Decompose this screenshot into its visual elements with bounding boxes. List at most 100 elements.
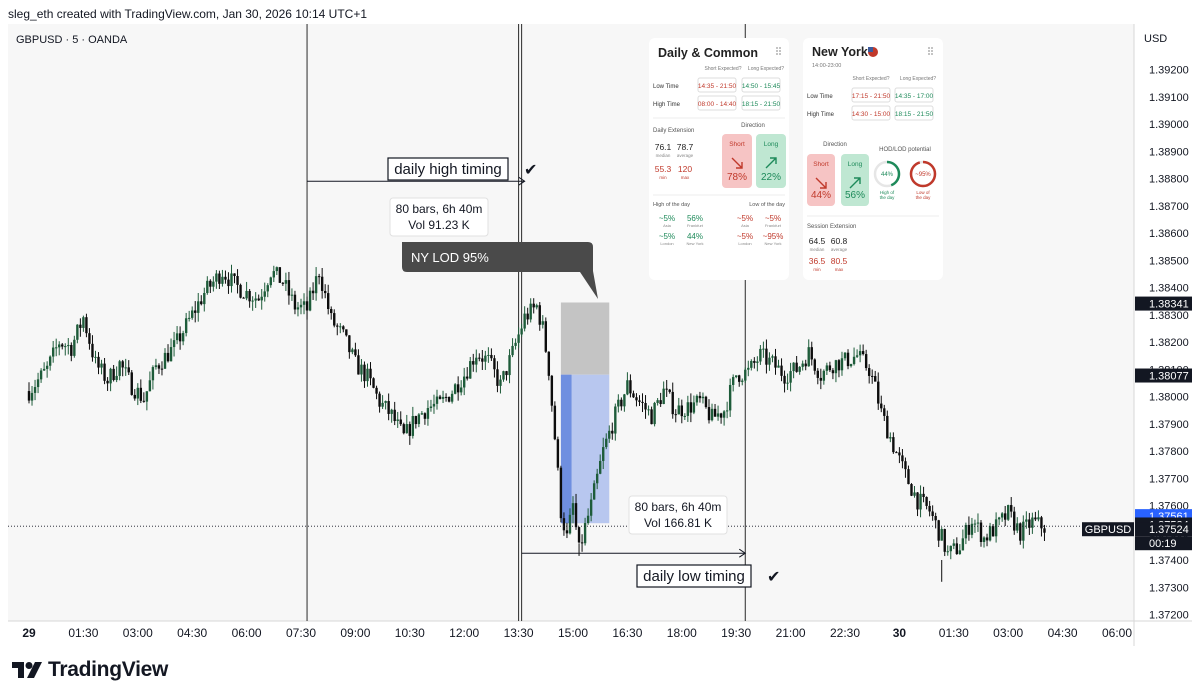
- ny-ext-label: median: [810, 247, 825, 252]
- ny-short-time-cell: [851, 87, 891, 103]
- candle-body: [251, 300, 254, 302]
- x-tick-label: 18:00: [667, 626, 697, 640]
- candle-body: [221, 276, 224, 284]
- candle-body: [139, 387, 143, 401]
- candle-body: [363, 364, 366, 382]
- drag-handle-icon: [928, 50, 930, 52]
- daily-long-pct: 22%: [761, 172, 781, 183]
- x-tick-label: 06:00: [232, 626, 262, 640]
- candle-body: [384, 401, 387, 403]
- candle-body: [194, 310, 197, 313]
- candle-body: [707, 407, 711, 421]
- ny-panel-title: New York: [812, 45, 868, 59]
- candle-body: [886, 415, 889, 439]
- candle-body: [76, 324, 79, 340]
- ny-short-time-cell: [851, 105, 891, 121]
- candle-body: [541, 321, 544, 325]
- ny-long-label: Long: [848, 161, 863, 168]
- candle-body: [133, 394, 136, 399]
- candle-body: [299, 304, 303, 308]
- candle-body: [568, 514, 572, 534]
- candle-body: [115, 375, 118, 381]
- candle-body: [608, 430, 611, 439]
- daily-ext-value: 76.1: [655, 142, 672, 152]
- daily-lod-value: ~5%: [737, 232, 753, 241]
- candle-body: [632, 393, 635, 398]
- candle-body: [493, 358, 496, 370]
- x-tick-label: 09:00: [340, 626, 370, 640]
- daily-direction-title: Direction: [741, 123, 765, 129]
- position-box[interactable]: [560, 302, 610, 524]
- candle-body: [160, 368, 164, 370]
- candle-body: [360, 364, 363, 375]
- daily-lod-title: Low of the day: [749, 202, 785, 208]
- candle-body: [961, 538, 965, 551]
- candle-body: [218, 273, 221, 284]
- candle-body: [487, 354, 490, 356]
- candle-body: [333, 313, 336, 326]
- callout-high-bars: 80 bars, 6h 40m: [396, 202, 483, 216]
- candle-body: [744, 369, 747, 381]
- callout-high-volume: Vol 91.23 K: [408, 218, 469, 232]
- candle-body: [296, 307, 300, 310]
- candle-body: [846, 352, 850, 367]
- daily-long-time-cell: [741, 77, 781, 93]
- candle-body: [508, 355, 511, 376]
- candle-body: [275, 267, 279, 272]
- candle-body: [611, 430, 614, 434]
- candle-body: [435, 396, 439, 404]
- candle-body: [1034, 517, 1037, 520]
- candle-body: [780, 365, 783, 376]
- price-chart[interactable]: GBPUSD · 5 · OANDA USD daily high timing…: [8, 24, 1192, 646]
- daily-hod-label: New York: [687, 241, 704, 246]
- x-tick-label: 19:30: [721, 626, 751, 640]
- drag-handle-icon: [928, 53, 930, 55]
- candle-body: [874, 376, 877, 382]
- footer-logo[interactable]: TradingView: [12, 658, 168, 682]
- candle-body: [1025, 519, 1028, 522]
- ny-hod-ring: [873, 160, 901, 188]
- drag-handle-icon: [776, 53, 778, 55]
- candle-body: [985, 537, 989, 541]
- y-tick-label: 1.37400: [1149, 555, 1189, 567]
- daily-hod-label: Frankfurt: [687, 223, 704, 228]
- ny-lod-label1: Low of: [916, 190, 930, 195]
- candle-body: [919, 493, 922, 510]
- daily-ext-value: 55.3: [655, 164, 672, 174]
- x-tick-label: 04:30: [1048, 626, 1078, 640]
- candle-body: [1007, 505, 1010, 520]
- candle-body: [154, 365, 158, 368]
- candle-body: [248, 290, 251, 302]
- callout-high-box: [389, 197, 489, 237]
- candle-body: [224, 276, 227, 280]
- candle-body: [472, 361, 475, 365]
- candle-body: [819, 377, 823, 381]
- candle-body: [644, 403, 647, 410]
- candle-body: [311, 290, 315, 294]
- time-scale-bg[interactable]: [8, 621, 1192, 646]
- daily-ext-label: max: [681, 175, 690, 180]
- y-tick-label: 1.37900: [1149, 419, 1189, 431]
- candle-body: [964, 524, 968, 539]
- candle-body: [381, 402, 384, 407]
- ny-ext-value: 60.8: [831, 236, 848, 246]
- y-tick-label: 1.38500: [1149, 255, 1189, 267]
- candle-body: [735, 375, 738, 378]
- candle-body: [617, 399, 620, 407]
- candle-body: [798, 366, 801, 372]
- candle-body: [831, 370, 835, 374]
- annotations[interactable]: daily high timing ✔ daily low timing ✔ 80 ba…: [8, 157, 1134, 588]
- candle-body: [538, 305, 541, 325]
- chart-area[interactable]: GBPUSD · 5 · OANDA USD daily high timing…: [8, 24, 1192, 646]
- candle-body: [753, 360, 756, 363]
- candle-body: [100, 363, 103, 368]
- y-tick-label: 1.37700: [1149, 473, 1189, 485]
- candle-body: [828, 365, 832, 371]
- daily-short-label: Short: [729, 141, 745, 148]
- drag-handle-icon: [931, 47, 933, 49]
- candle-body: [1003, 513, 1007, 520]
- candle-body: [1010, 505, 1013, 512]
- candle-body: [79, 324, 82, 328]
- candle-body: [583, 523, 587, 544]
- candle-body: [390, 409, 393, 414]
